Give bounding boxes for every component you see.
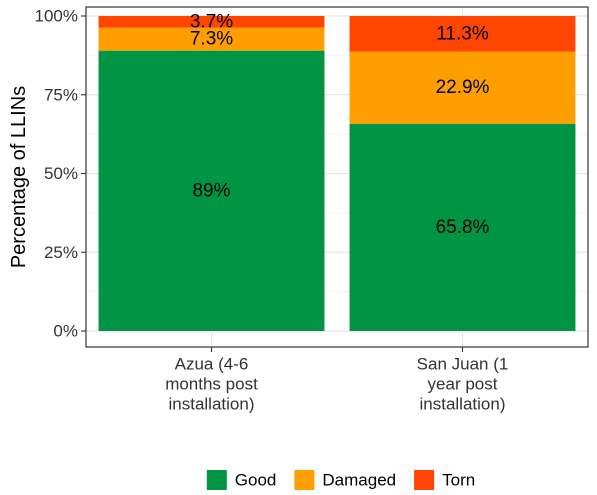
x-tick-label: installation) [169, 395, 255, 414]
legend-label: Damaged [322, 471, 396, 490]
y-tick-label: 25% [44, 243, 78, 262]
y-tick-label: 100% [35, 7, 78, 26]
y-tick-label: 50% [44, 164, 78, 183]
legend-label: Good [235, 471, 277, 490]
x-tick-label: months post [165, 375, 258, 394]
data-label: 22.9% [436, 77, 490, 98]
data-label: 3.7% [190, 11, 233, 32]
x-tick-label: San Juan (1 [417, 355, 509, 374]
data-label: 11.3% [436, 23, 489, 44]
y-tick-label: 75% [44, 85, 78, 104]
x-tick-label: year post [428, 375, 498, 394]
legend-key-torn [414, 470, 435, 490]
y-tick-label: 0% [53, 322, 78, 341]
bar-segment-damaged [349, 51, 576, 124]
data-label: 89% [192, 180, 230, 201]
legend-label: Torn [442, 471, 475, 490]
data-label: 7.3% [190, 29, 233, 50]
data-label: 65.8% [436, 217, 490, 238]
bar-segment-torn [349, 16, 576, 52]
plot-border [85, 6, 589, 348]
x-tick-label: installation) [420, 395, 506, 414]
x-tick-label: Azua (4-6 [175, 355, 249, 374]
legend-key-good [206, 470, 227, 490]
legend-key-damaged [294, 470, 315, 490]
y-axis-title: Percentage of LLINs [8, 86, 30, 268]
bar-segment-damaged [98, 27, 325, 51]
bar-segment-torn [98, 16, 325, 28]
bar-segment-good [98, 50, 325, 332]
bar-segment-good [349, 123, 576, 331]
